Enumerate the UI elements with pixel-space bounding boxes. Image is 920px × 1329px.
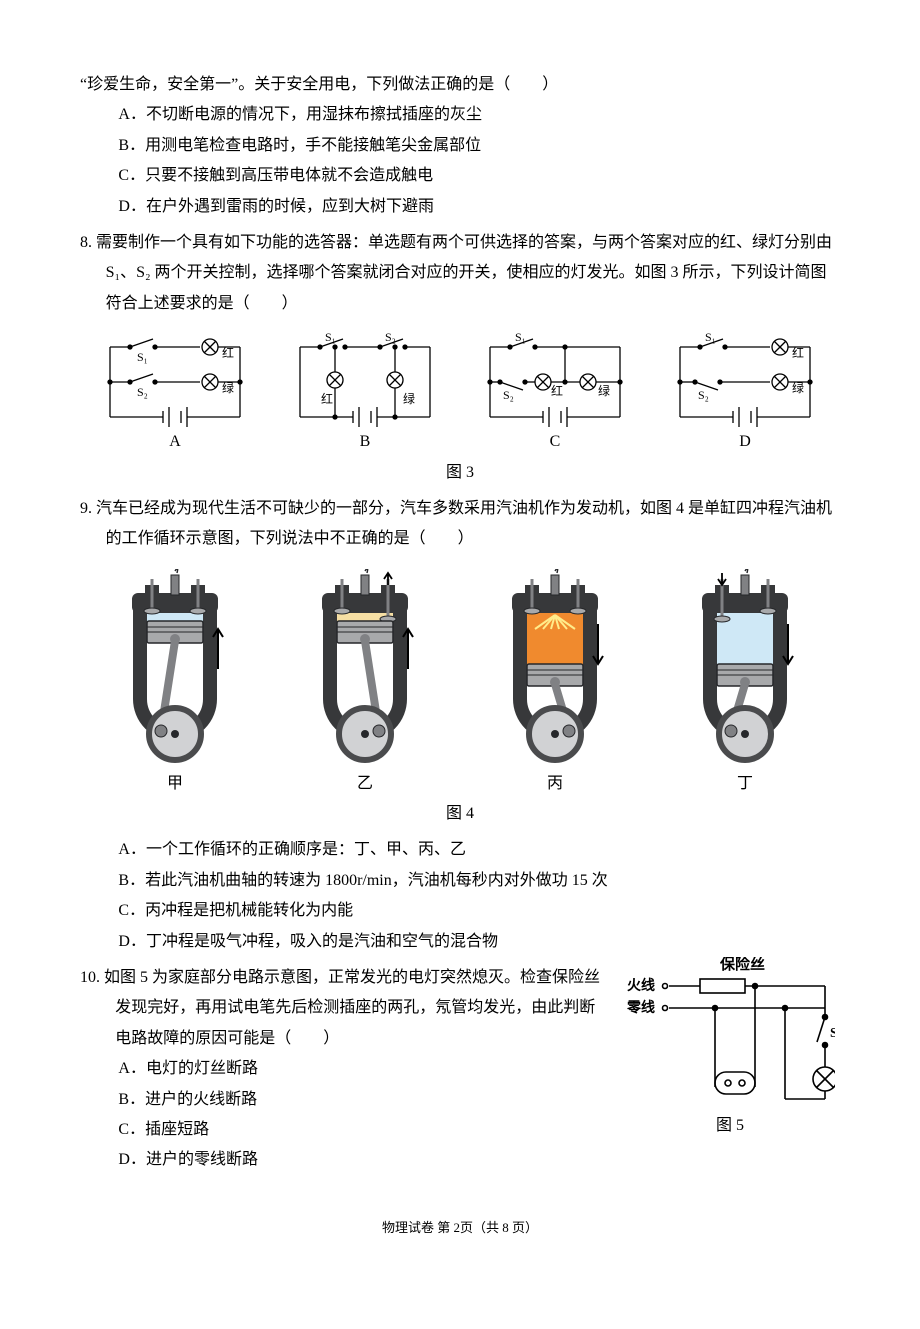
svg-text:S₁: S₁ xyxy=(515,330,526,344)
q9-fig-row: 甲 乙 丙 丁 xyxy=(80,569,840,799)
svg-text:S₁: S₁ xyxy=(325,330,336,344)
q7-opt-b: B．用测电笔检查电路时，手不能接触笔尖金属部位 xyxy=(118,131,840,161)
q10-caption: 图 5 xyxy=(620,1111,840,1141)
q9-label-2: 乙 xyxy=(270,769,460,799)
svg-text:S₂: S₂ xyxy=(137,385,148,399)
q7-options: A．不切断电源的情况下，用湿抹布擦拭插座的灰尘 B．用测电笔检查电路时，手不能接… xyxy=(80,100,840,222)
q10-opt-d: D．进户的零线断路 xyxy=(118,1145,602,1175)
svg-text:S₁: S₁ xyxy=(705,330,716,344)
q8-fig-b: S₁ S₂ 红 绿 B xyxy=(270,327,460,457)
q9-fig-4: 丁 xyxy=(650,569,840,799)
question-9: 9. 汽车已经成为现代生活不可缺少的一部分，汽车多数采用汽油机作为发动机，如图 … xyxy=(80,494,840,957)
svg-text:保险丝: 保险丝 xyxy=(719,957,765,973)
svg-text:红: 红 xyxy=(792,345,804,360)
svg-text:火线: 火线 xyxy=(627,977,655,994)
q9-label-1: 甲 xyxy=(80,769,270,799)
q7-opt-d: D．在户外遇到雷雨的时候，应到大树下避雨 xyxy=(118,192,840,222)
svg-text:红: 红 xyxy=(321,391,333,406)
q10-stem: 10. 如图 5 为家庭部分电路示意图，正常发光的电灯突然熄灭。检查保险丝发现完… xyxy=(80,963,602,1054)
question-10: 10. 如图 5 为家庭部分电路示意图，正常发光的电灯突然熄灭。检查保险丝发现完… xyxy=(80,963,840,1176)
q7-opt-c: C．只要不接触到高压带电体就不会造成触电 xyxy=(118,161,840,191)
q9-opt-a: A．一个工作循环的正确顺序是：丁、甲、丙、乙 xyxy=(118,835,840,865)
q10-opt-b: B．进户的火线断路 xyxy=(118,1085,602,1115)
q10-figure: 保险丝 火线 零线 xyxy=(620,957,840,1141)
svg-text:S: S xyxy=(830,1026,835,1041)
question-7: “珍爱生命，安全第一”。关于安全用电，下列做法正确的是（ ） A．不切断电源的情… xyxy=(80,70,840,222)
q8-fig-c: S₁ S₂ 红 绿 C xyxy=(460,327,650,457)
q8-letter-b: B xyxy=(270,427,460,457)
q9-stem: 9. 汽车已经成为现代生活不可缺少的一部分，汽车多数采用汽油机作为发动机，如图 … xyxy=(80,494,840,555)
q8-letter-d: D xyxy=(650,427,840,457)
q9-opt-b: B．若此汽油机曲轴的转速为 1800r/min，汽油机每秒内对外做功 15 次 xyxy=(118,866,840,896)
svg-text:S₂: S₂ xyxy=(385,330,396,344)
q9-label-3: 丙 xyxy=(460,769,650,799)
q9-opt-d: D．丁冲程是吸气冲程，吸入的是汽油和空气的混合物 xyxy=(118,927,840,957)
q9-caption: 图 4 xyxy=(80,799,840,829)
svg-text:S₁: S₁ xyxy=(137,350,148,364)
q8-letter-c: C xyxy=(460,427,650,457)
q8-fig-a: S₁ S₂ 红 绿 A xyxy=(80,327,270,457)
q8-fig-row: S₁ S₂ 红 绿 A xyxy=(80,327,840,457)
svg-text:红: 红 xyxy=(551,383,563,398)
svg-text:S₂: S₂ xyxy=(698,388,709,402)
q9-fig-1: 甲 xyxy=(80,569,270,799)
q8-stem: 8. 需要制作一个具有如下功能的选答器：单选题有两个可供选择的答案，与两个答案对… xyxy=(80,228,840,319)
svg-text:零线: 零线 xyxy=(626,999,655,1016)
q9-opt-c: C．丙冲程是把机械能转化为内能 xyxy=(118,896,840,926)
q8-letter-a: A xyxy=(80,427,270,457)
q9-fig-3: 丙 xyxy=(460,569,650,799)
svg-text:红: 红 xyxy=(222,345,234,360)
q9-fig-2: 乙 xyxy=(270,569,460,799)
q9-label-4: 丁 xyxy=(650,769,840,799)
question-8: 8. 需要制作一个具有如下功能的选答器：单选题有两个可供选择的答案，与两个答案对… xyxy=(80,228,840,488)
page-footer: 物理试卷 第 2页（共 8 页） xyxy=(80,1216,840,1241)
svg-text:绿: 绿 xyxy=(792,380,804,395)
q10-opt-c: C．插座短路 xyxy=(118,1115,602,1145)
q9-options: A．一个工作循环的正确顺序是：丁、甲、丙、乙 B．若此汽油机曲轴的转速为 180… xyxy=(80,835,840,957)
q10-opt-a: A．电灯的灯丝断路 xyxy=(118,1054,602,1084)
q7-stem: “珍爱生命，安全第一”。关于安全用电，下列做法正确的是（ ） xyxy=(80,70,840,100)
q8-fig-d: S₁ S₂ 红 绿 D xyxy=(650,327,840,457)
q7-opt-a: A．不切断电源的情况下，用湿抹布擦拭插座的灰尘 xyxy=(118,100,840,130)
q8-caption: 图 3 xyxy=(80,458,840,488)
q10-options: A．电灯的灯丝断路 B．进户的火线断路 C．插座短路 D．进户的零线断路 xyxy=(80,1054,602,1176)
svg-text:绿: 绿 xyxy=(222,380,234,395)
svg-text:S₂: S₂ xyxy=(503,388,514,402)
svg-text:绿: 绿 xyxy=(403,391,415,406)
svg-text:绿: 绿 xyxy=(598,383,610,398)
